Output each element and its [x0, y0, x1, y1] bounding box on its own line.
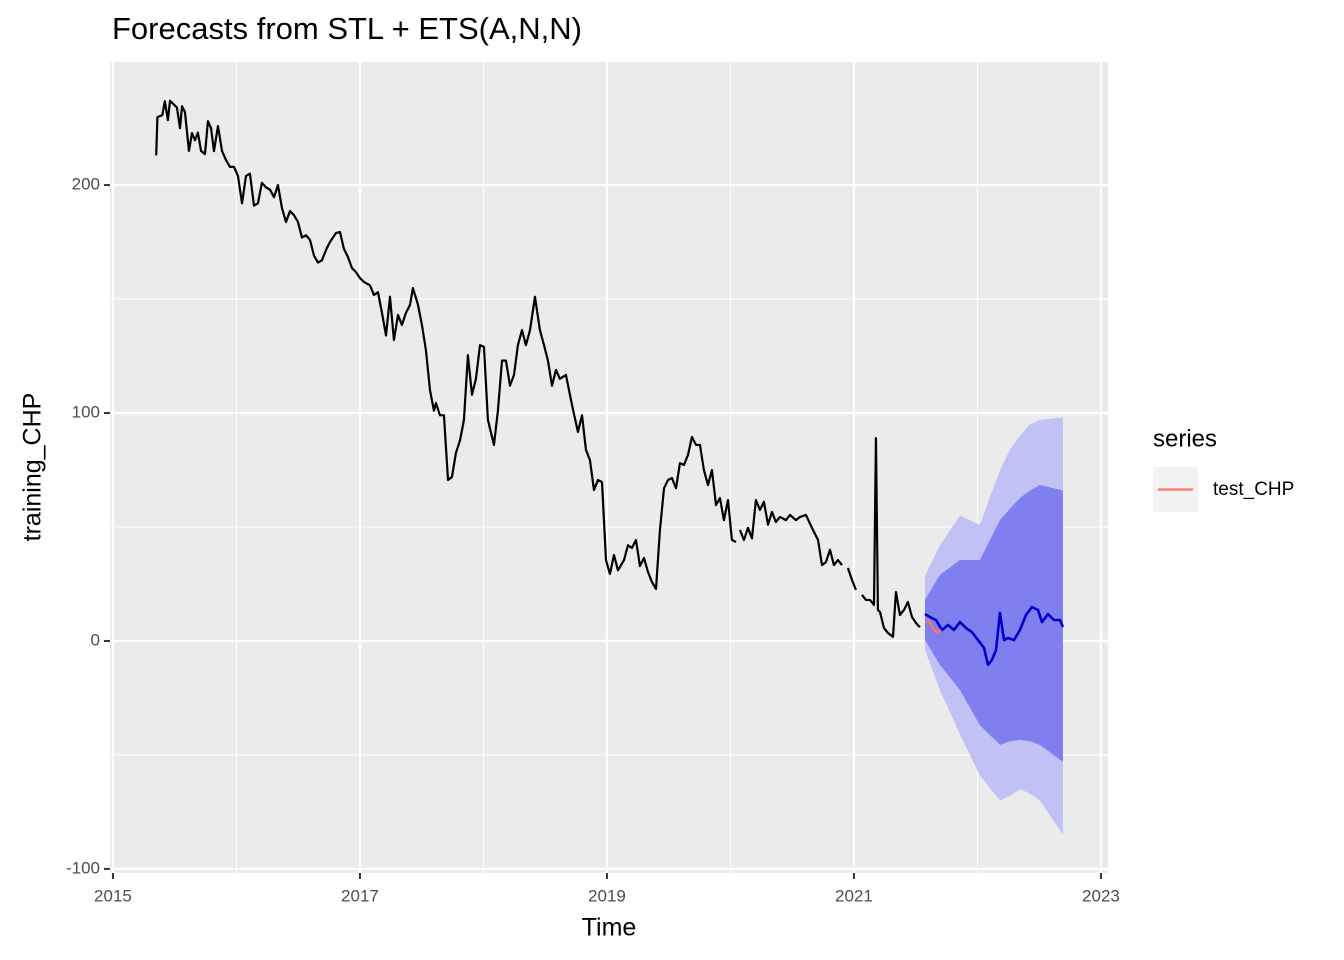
training-line: [155, 99, 921, 638]
x-tick-label: 2023: [1082, 886, 1120, 905]
prediction-interval: [924, 485, 1063, 762]
forecast-line: [924, 605, 1065, 667]
chart-title: Forecasts from STL + ETS(A,N,N): [112, 11, 582, 46]
x-axis-title: Time: [582, 914, 637, 942]
x-tick-label: 2021: [835, 886, 873, 905]
legend-label: test_CHP: [1213, 479, 1294, 500]
y-tick-label: 0: [91, 630, 100, 649]
y-tick-label: -100: [66, 858, 100, 877]
y-tick-label: 100: [72, 403, 100, 422]
plot-panel: [110, 62, 1108, 873]
series-line: [924, 618, 942, 634]
legend-title: series: [1153, 425, 1217, 452]
y-tick-label: 200: [72, 175, 100, 194]
x-tick-label: 2015: [94, 886, 132, 905]
x-tick-label: 2019: [588, 886, 626, 905]
y-axis-title: training_CHP: [19, 393, 47, 542]
x-tick-label: 2017: [341, 886, 379, 905]
